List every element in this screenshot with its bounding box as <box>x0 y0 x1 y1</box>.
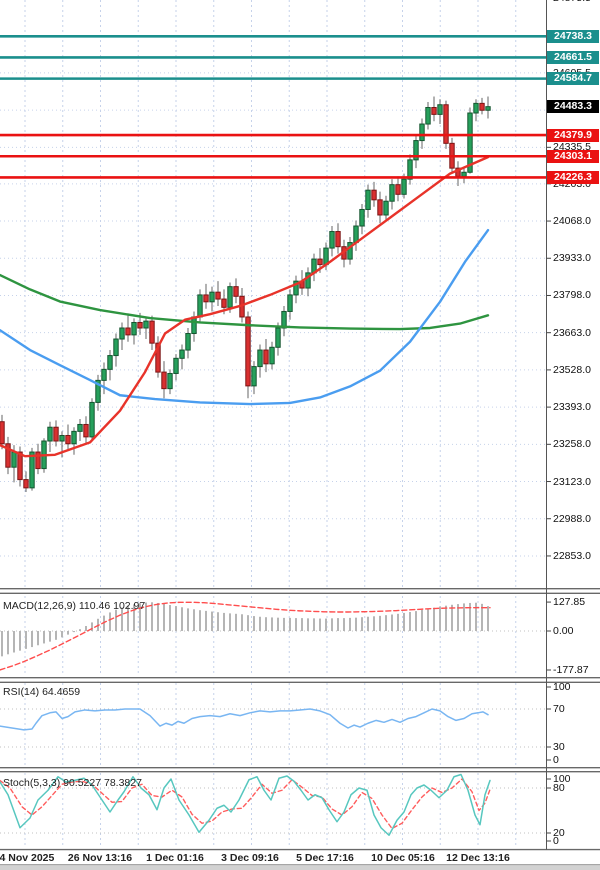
stoch-panel-surface[interactable] <box>0 772 546 850</box>
price-level-lines[interactable] <box>0 35 546 179</box>
macd-series <box>0 601 491 671</box>
main-chart-surface[interactable] <box>0 0 546 588</box>
rsi-panel-surface[interactable] <box>0 683 546 768</box>
time-axis-surface[interactable] <box>0 850 600 866</box>
moving-averages <box>0 155 490 458</box>
price-axis-surface[interactable] <box>546 0 600 850</box>
rsi-series <box>0 708 489 731</box>
stoch-series <box>0 773 491 836</box>
grid-lines <box>0 0 546 848</box>
macd-panel-surface[interactable] <box>0 594 546 678</box>
